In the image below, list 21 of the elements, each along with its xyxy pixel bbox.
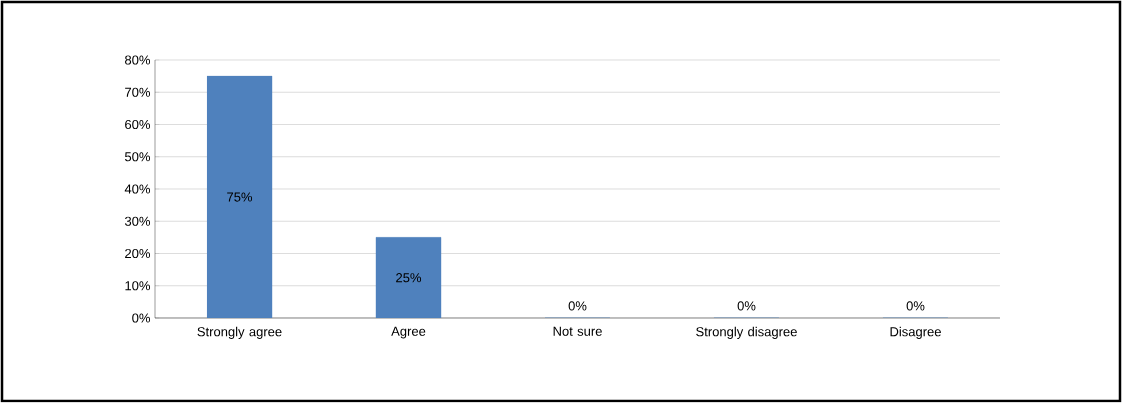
data-label: 25%	[396, 273, 422, 283]
y-tick-label: 10%	[125, 281, 151, 291]
y-tick-label: 20%	[125, 248, 151, 259]
x-tick-label: Strongly disagree	[696, 326, 797, 339]
data-label: 75%	[227, 192, 253, 202]
y-tick-label: 30%	[124, 216, 151, 226]
y-tick-label: 50%	[124, 152, 151, 162]
x-tick-label: Agree	[391, 326, 426, 339]
data-label: 0%	[737, 301, 756, 311]
y-tick-label: 60%	[125, 119, 151, 130]
y-tick-label: 70%	[125, 87, 151, 97]
x-tick-label: Disagree	[890, 326, 941, 339]
bar	[206, 75, 273, 318]
y-tick-label: 80%	[125, 55, 151, 65]
x-tick-label: Strongly agree	[197, 326, 282, 339]
y-tick-label: 40%	[124, 184, 151, 194]
data-label: 0%	[906, 301, 925, 311]
x-tick-label: Not sure	[553, 326, 602, 336]
bar	[375, 237, 442, 318]
y-tick-label: 0%	[132, 313, 151, 323]
data-label: 0%	[568, 301, 587, 311]
